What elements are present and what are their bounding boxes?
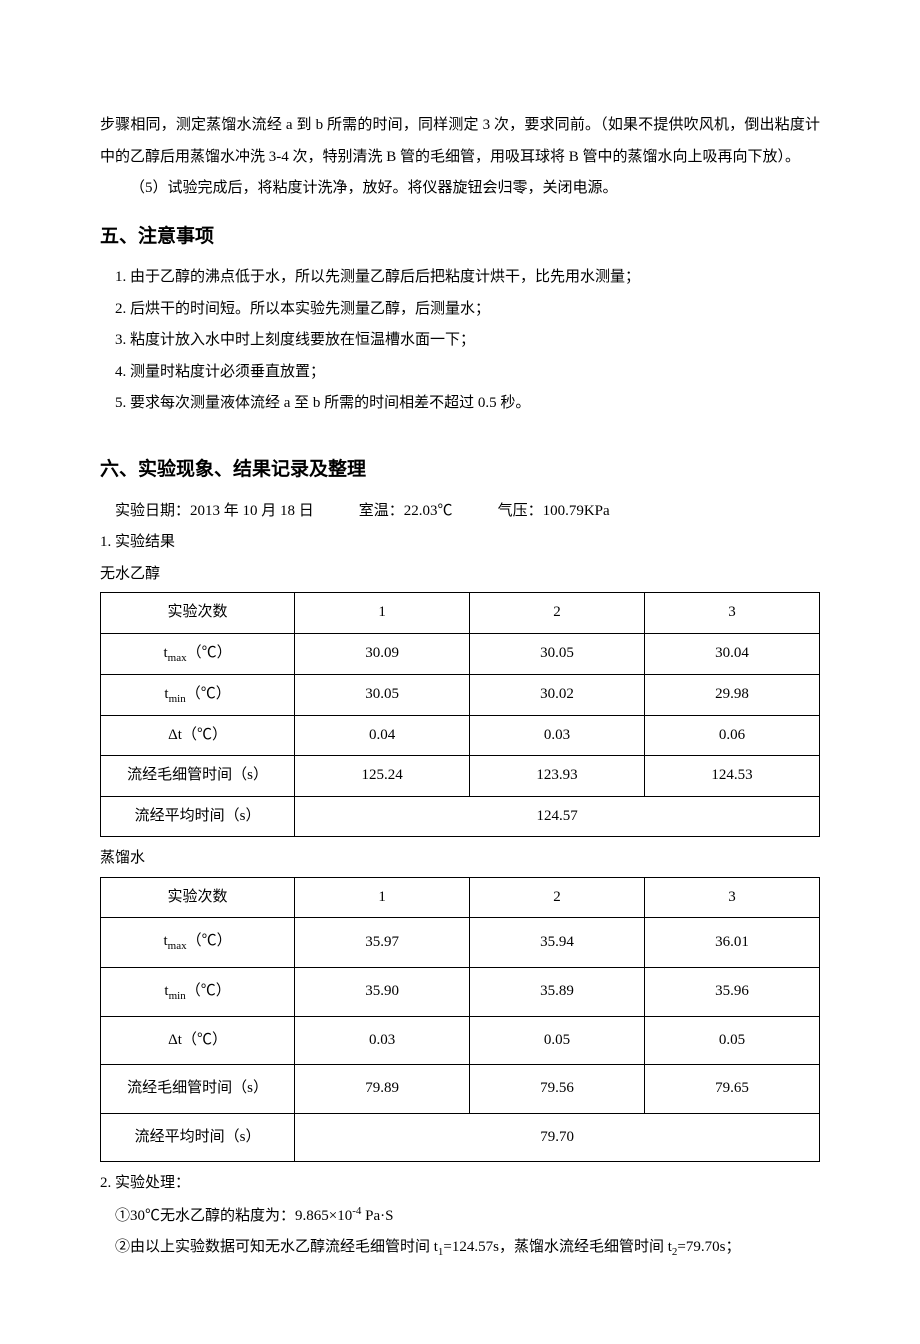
results-heading: 1. 实验结果 (100, 527, 820, 559)
header-cell: 3 (645, 593, 820, 634)
data-cell: 79.65 (645, 1065, 820, 1114)
header-cell: 1 (295, 877, 470, 918)
header-cell: 实验次数 (101, 593, 295, 634)
row-label: tmax（℃） (101, 918, 295, 967)
note-item-1: 1. 由于乙醇的沸点低于水，所以先测量乙醇后后把粘度计烘干，比先用水测量； (100, 262, 820, 294)
header-cell: 3 (645, 877, 820, 918)
avg-cell: 79.70 (295, 1113, 820, 1162)
table-row: tmax（℃） 35.97 35.94 36.01 (101, 918, 820, 967)
data-cell: 36.01 (645, 918, 820, 967)
data-cell: 0.05 (470, 1016, 645, 1065)
table-row: 流经平均时间（s） 124.57 (101, 796, 820, 837)
header-cell: 1 (295, 593, 470, 634)
processing-line-1: ①30℃无水乙醇的粘度为：9.865×10-4 Pa·S (100, 1200, 820, 1233)
row-label: tmin（℃） (101, 674, 295, 715)
data-cell: 30.04 (645, 633, 820, 674)
table-row: tmax（℃） 30.09 30.05 30.04 (101, 633, 820, 674)
header-cell: 2 (470, 877, 645, 918)
date-value: 2013 年 10 月 18 日 (190, 503, 314, 519)
data-cell: 0.04 (295, 715, 470, 756)
data-cell: 79.56 (470, 1065, 645, 1114)
note-item-2: 2. 后烘干的时间短。所以本实验先测量乙醇，后测量水； (100, 294, 820, 326)
section-5-title: 五、注意事项 (100, 217, 820, 257)
table-row: 流经毛细管时间（s） 79.89 79.56 79.65 (101, 1065, 820, 1114)
header-cell: 实验次数 (101, 877, 295, 918)
header-cell: 2 (470, 593, 645, 634)
intro-paragraph-2: （5）试验完成后，将粘度计洗净，放好。将仪器旋钮会归零，关闭电源。 (100, 173, 820, 205)
table-row: 流经平均时间（s） 79.70 (101, 1113, 820, 1162)
data-cell: 79.89 (295, 1065, 470, 1114)
note-item-5: 5. 要求每次测量液体流经 a 至 b 所需的时间相差不超过 0.5 秒。 (100, 388, 820, 420)
row-label: Δt（℃） (101, 1016, 295, 1065)
row-label: tmin（℃） (101, 967, 295, 1016)
table-row: Δt（℃） 0.04 0.03 0.06 (101, 715, 820, 756)
data-cell: 123.93 (470, 756, 645, 797)
data-cell: 35.89 (470, 967, 645, 1016)
table-row: tmin（℃） 35.90 35.89 35.96 (101, 967, 820, 1016)
table-row: tmin（℃） 30.05 30.02 29.98 (101, 674, 820, 715)
data-cell: 125.24 (295, 756, 470, 797)
row-label: 流经平均时间（s） (101, 796, 295, 837)
table2-caption: 蒸馏水 (100, 843, 820, 875)
note-item-4: 4. 测量时粘度计必须垂直放置； (100, 357, 820, 389)
row-label: 流经毛细管时间（s） (101, 756, 295, 797)
data-cell: 35.94 (470, 918, 645, 967)
room-temp-label: 室温： (359, 503, 404, 519)
table-row: Δt（℃） 0.03 0.05 0.05 (101, 1016, 820, 1065)
intro-paragraph-1: 步骤相同，测定蒸馏水流经 a 到 b 所需的时间，同样测定 3 次，要求同前。（… (100, 110, 820, 173)
data-cell: 0.03 (295, 1016, 470, 1065)
date-label: 实验日期： (115, 503, 190, 519)
data-cell: 0.05 (645, 1016, 820, 1065)
data-cell: 0.06 (645, 715, 820, 756)
room-temp-value: 22.03℃ (404, 503, 453, 519)
experiment-info-line: 实验日期：2013 年 10 月 18 日 室温：22.03℃ 气压：100.7… (100, 496, 820, 528)
data-cell: 30.05 (470, 633, 645, 674)
table-row: 流经毛细管时间（s） 125.24 123.93 124.53 (101, 756, 820, 797)
pressure-label: 气压： (498, 503, 543, 519)
table-row: 实验次数 1 2 3 (101, 877, 820, 918)
row-label: Δt（℃） (101, 715, 295, 756)
processing-heading: 2. 实验处理： (100, 1168, 820, 1200)
data-cell: 30.02 (470, 674, 645, 715)
water-table: 实验次数 1 2 3 tmax（℃） 35.97 35.94 36.01 tmi… (100, 877, 820, 1162)
table-row: 实验次数 1 2 3 (101, 593, 820, 634)
row-label: 流经毛细管时间（s） (101, 1065, 295, 1114)
data-cell: 0.03 (470, 715, 645, 756)
avg-cell: 124.57 (295, 796, 820, 837)
section-6-title: 六、实验现象、结果记录及整理 (100, 450, 820, 490)
note-item-3: 3. 粘度计放入水中时上刻度线要放在恒温槽水面一下； (100, 325, 820, 357)
row-label: 流经平均时间（s） (101, 1113, 295, 1162)
data-cell: 30.09 (295, 633, 470, 674)
table1-caption: 无水乙醇 (100, 559, 820, 591)
data-cell: 30.05 (295, 674, 470, 715)
pressure-value: 100.79KPa (543, 503, 610, 519)
ethanol-table: 实验次数 1 2 3 tmax（℃） 30.09 30.05 30.04 tmi… (100, 592, 820, 837)
processing-line-2: ②由以上实验数据可知无水乙醇流经毛细管时间 t1=124.57s，蒸馏水流经毛细… (100, 1232, 820, 1264)
data-cell: 29.98 (645, 674, 820, 715)
row-label: tmax（℃） (101, 633, 295, 674)
data-cell: 35.90 (295, 967, 470, 1016)
data-cell: 35.97 (295, 918, 470, 967)
data-cell: 35.96 (645, 967, 820, 1016)
data-cell: 124.53 (645, 756, 820, 797)
